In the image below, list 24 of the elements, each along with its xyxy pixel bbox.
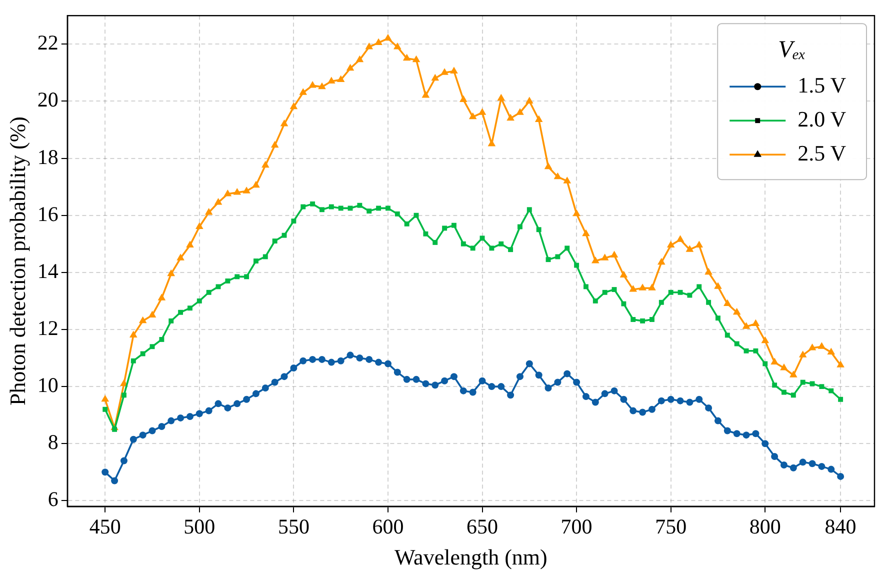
x-tick-label: 450 [89,514,121,539]
x-tick-label: 650 [466,514,498,539]
x-tick-label: 500 [184,514,216,539]
x-tick-label: 800 [749,514,781,539]
y-tick-label: 8 [48,430,58,454]
x-tick-label: 700 [560,514,592,539]
x-axis-title: Wavelength (nm) [394,544,548,570]
y-tick-label: 10 [37,373,58,398]
y-tick-label: 22 [37,30,58,55]
y-tick-label: 12 [37,316,58,340]
y-axis-title: Photon detection probability (%) [4,116,30,406]
y-tick-label: 6 [48,487,58,512]
y-tick-label: 20 [37,88,58,112]
legend-label: 2.0 V [798,106,846,132]
y-tick-label: 18 [37,144,58,169]
legend-label: 2.5 V [798,140,846,166]
y-tick-label: 16 [37,202,58,226]
legend-title: Vₑₓ [778,36,806,63]
x-tick-label: 600 [372,514,404,539]
y-tick-label: 14 [37,258,59,283]
legend-label: 1.5 V [798,72,846,98]
x-tick-label: 550 [278,514,310,539]
x-tick-label: 840 [824,514,856,539]
x-tick-label: 750 [655,514,687,539]
